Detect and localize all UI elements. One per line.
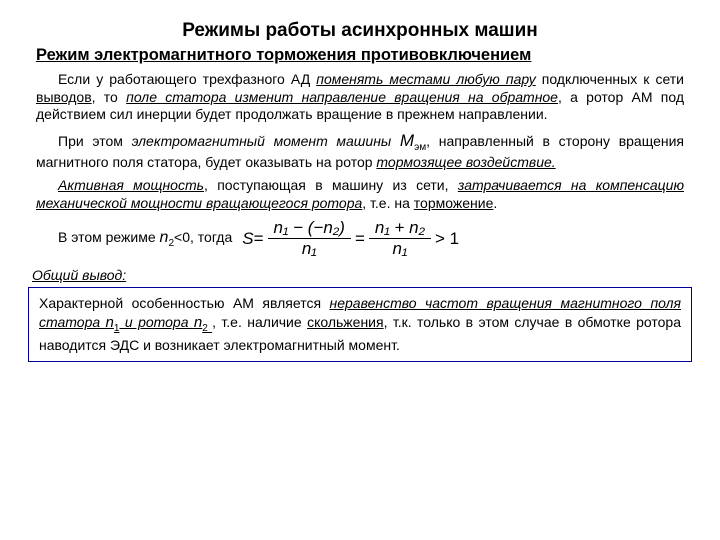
f-num1: n₁ − (−n₂) [268,218,351,239]
formula-row: В этом режиме n2<0, тогда S = n₁ − (−n₂)… [28,218,692,259]
p1-underline-2: выводов [36,89,92,105]
f-den1: n₁ [296,239,323,259]
f-gt: > 1 [435,229,459,249]
box-n1: n [106,314,114,331]
p2-underline-1: тормозящее воздействие. [376,154,555,170]
p4-text-a: В этом режиме [58,229,160,245]
paragraph-1: Если у работающего трехфазного АД поменя… [28,71,692,124]
paragraph-3: Активная мощность, поступающая в машину … [28,177,692,212]
f-eq2: = [355,229,365,249]
p1-text-a: Если у работающего трехфазного АД [58,71,316,87]
box-text-a: Характерной особенностью АМ является [39,295,330,311]
p3-underline-3: торможение [414,195,494,211]
f-eq1: = [254,229,264,249]
p2-text-a: При этом [58,133,132,149]
conclusion-heading: Общий вывод: [32,267,692,283]
p1-underline-1: поменять местами любую пару [316,71,535,87]
box-underline-3: скольжения [307,314,384,330]
box-underline-2: и ротора [120,314,194,330]
slip-formula: S = n₁ − (−n₂) n₁ = n₁ + n₂ n₁ > 1 [242,218,684,259]
p1-underline-3: поле статора изменит направление вращени… [126,89,558,105]
fraction-1: n₁ − (−n₂) n₁ [268,218,351,259]
p3-underline-1: Активная мощность [58,177,204,193]
p1-text-c: , то [92,89,126,105]
p2-symbol-m: М [400,131,414,150]
box-s2: 2 [202,323,212,334]
section-subtitle: Режим электромагнитного торможения проти… [36,46,692,65]
f-num2: n₁ + n₂ [369,218,431,239]
f-s: S [242,229,253,249]
p2-subscript: эм [414,141,426,152]
paragraph-2: При этом электромагнитный момент машины … [28,130,692,172]
fraction-2: n₁ + n₂ n₁ [369,218,431,259]
p3-text-c: . [493,195,497,211]
p3-text-a: , поступающая в машину из сети, [204,177,458,193]
p4-text-b: <0, тогда [174,229,232,245]
box-text-b: , т.е. наличие [212,314,307,330]
p2-italic-1: электромагнитный момент машины [132,133,400,149]
f-den2: n₁ [387,239,414,259]
formula-label: В этом режиме n2<0, тогда [36,229,242,249]
page-title: Режимы работы асинхронных машин [28,20,692,42]
conclusion-box: Характерной особенностью АМ является нер… [28,287,692,361]
box-n2: n [194,314,202,331]
p1-text-b: подключенных к сети [536,71,684,87]
p3-text-b: , т.е. на [362,195,414,211]
